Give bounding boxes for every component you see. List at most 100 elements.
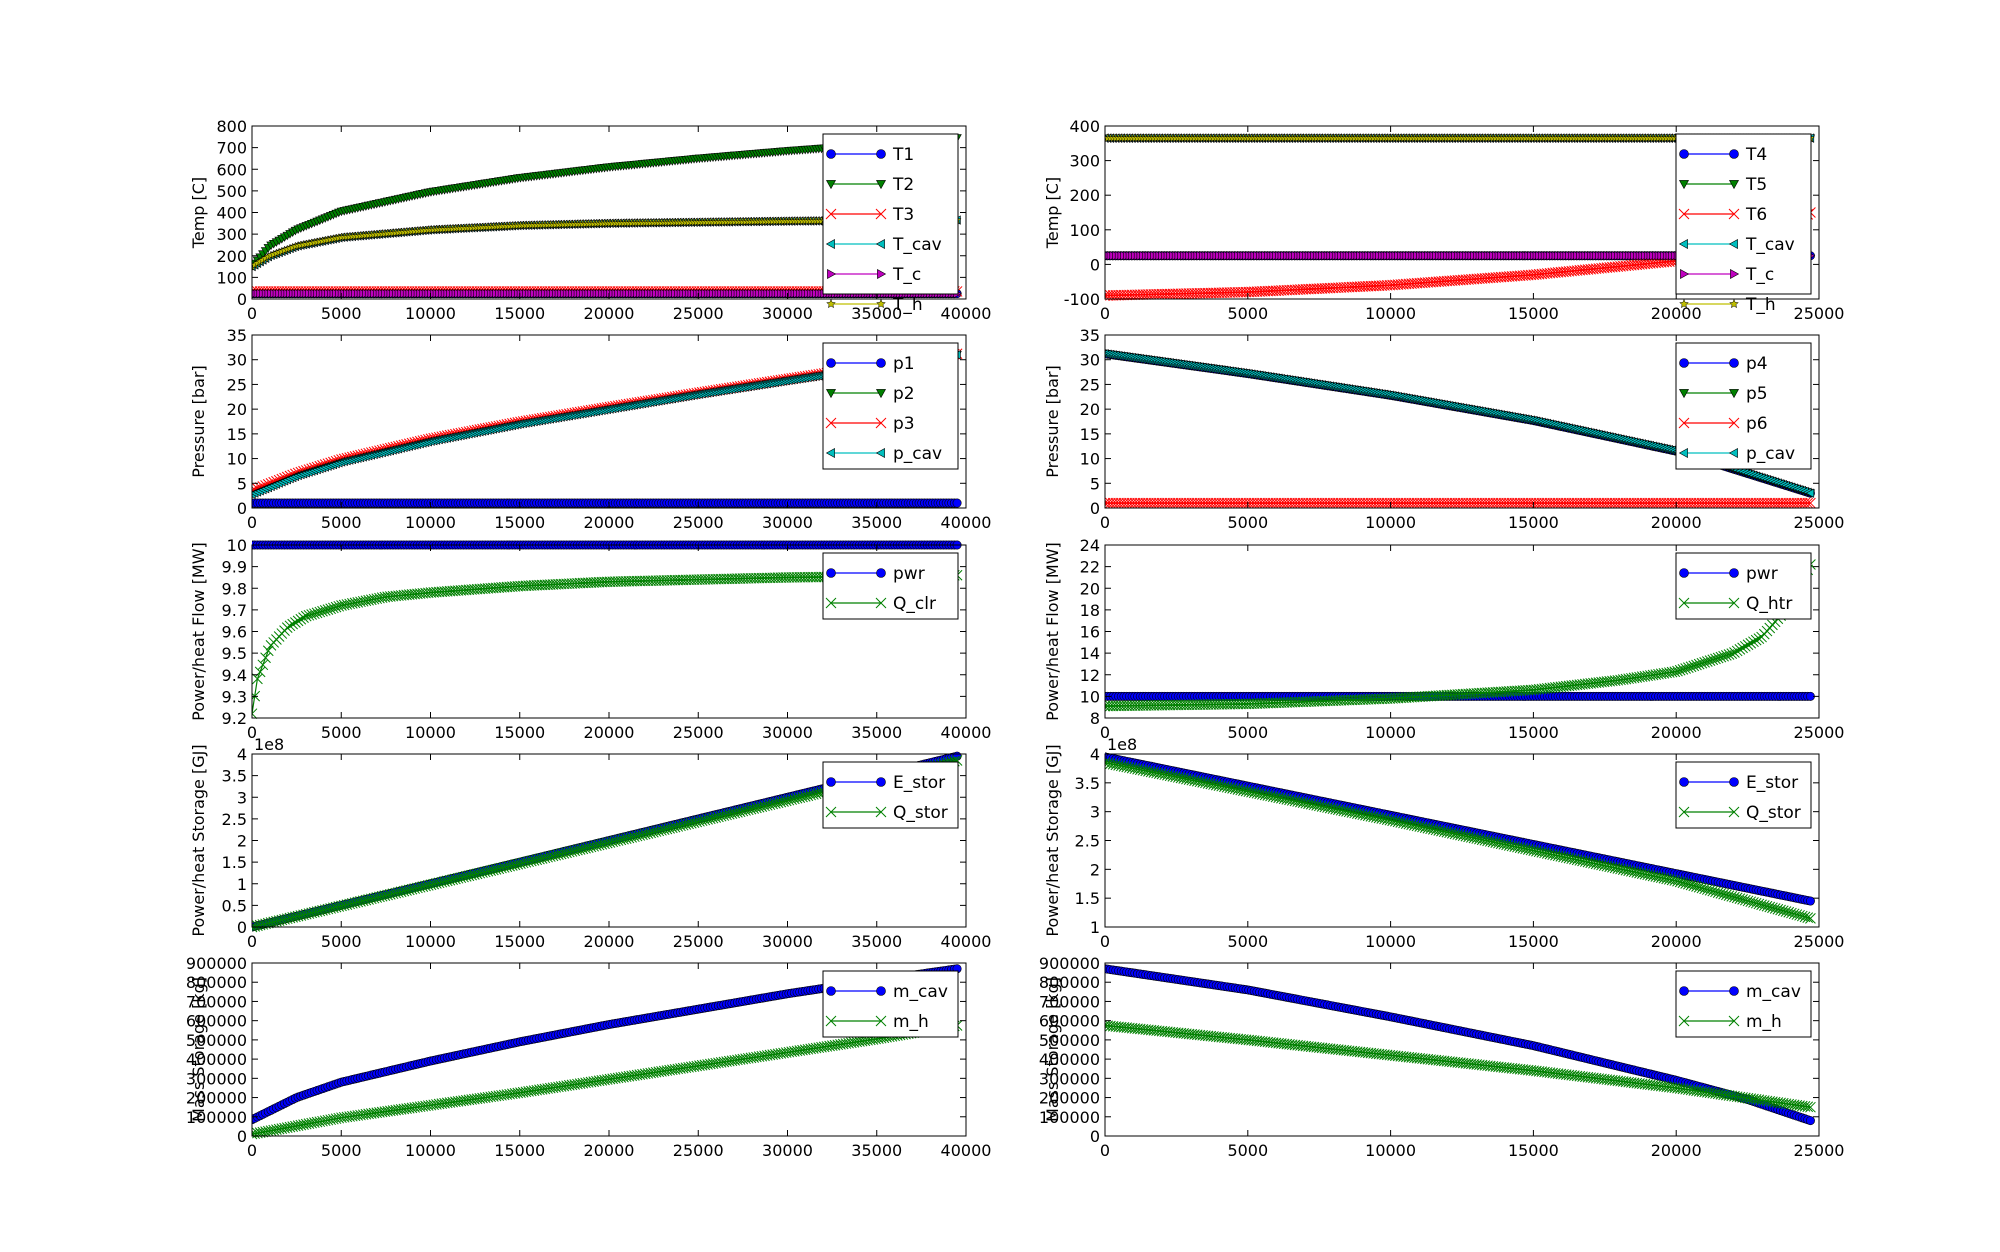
legend-marker xyxy=(875,180,887,190)
y-tick-label: -100 xyxy=(1064,290,1100,309)
legend-marker xyxy=(826,149,836,159)
series-point-T6 xyxy=(1465,273,1477,285)
legend-label: T5 xyxy=(1745,175,1767,195)
series-point-p6 xyxy=(1105,497,1111,509)
x-tick-label: 10000 xyxy=(405,513,456,532)
legend-marker xyxy=(876,298,886,309)
series-point-T6 xyxy=(1368,280,1379,292)
series-point-T6 xyxy=(1267,285,1279,297)
series-point-T6 xyxy=(1145,289,1157,300)
series-point-T6 xyxy=(1471,273,1483,285)
legend-marker xyxy=(1728,180,1740,190)
legend-entry-T_cav: T_cav xyxy=(825,235,942,255)
legend-label: T_h xyxy=(892,295,923,315)
series-point-p6 xyxy=(1105,497,1114,509)
series-point-T6 xyxy=(1327,282,1339,294)
series-point-T6 xyxy=(1213,287,1225,299)
x-tick-label: 35000 xyxy=(851,304,902,323)
series-point-T6 xyxy=(1319,282,1331,294)
legend-marker xyxy=(1730,268,1740,280)
series-point-T6 xyxy=(1167,288,1179,300)
series-point-T6 xyxy=(1330,282,1341,294)
series-point-p6 xyxy=(1143,497,1154,509)
legend-entry-T6: T6 xyxy=(1678,205,1767,225)
series-point-T6 xyxy=(1457,274,1469,286)
y-tick-label: 500 xyxy=(216,182,247,201)
series-point-T6 xyxy=(1278,284,1290,296)
series-point-T6 xyxy=(1219,287,1230,299)
series-point-T6 xyxy=(1189,288,1200,299)
series-point-T6 xyxy=(1389,279,1401,291)
series-point-T6 xyxy=(1294,284,1306,295)
series-point-T6 xyxy=(1172,288,1184,300)
series-point-T6 xyxy=(1436,276,1447,287)
series-point-T6 xyxy=(1303,283,1314,295)
series-point-p6 xyxy=(1115,497,1127,509)
series-point-T6 xyxy=(1248,286,1260,298)
y-axis-label: Temp [C] xyxy=(189,177,208,249)
legend-entry-T_c: T_c xyxy=(1680,265,1774,285)
y-tick-label: 100 xyxy=(1069,221,1100,240)
legend-marker xyxy=(826,358,836,368)
series-point-T6 xyxy=(1153,288,1165,300)
y-tick-label: 700 xyxy=(216,139,247,158)
y-tick-label: 200 xyxy=(1069,186,1100,205)
series-point-T6 xyxy=(1243,286,1255,298)
legend-marker xyxy=(875,238,885,250)
series-point-T6 xyxy=(1449,275,1461,286)
legend-marker xyxy=(825,180,837,190)
legend-marker xyxy=(875,389,887,399)
series-p_cav xyxy=(252,350,961,499)
y-tick-label: 300 xyxy=(1069,152,1100,171)
series-point-T6 xyxy=(1365,280,1377,292)
series-point-T6 xyxy=(1126,289,1138,301)
series-point-T6 xyxy=(1468,273,1480,285)
series-point-T6 xyxy=(1316,283,1328,294)
x-tick-label: 40000 xyxy=(941,513,992,532)
series-point-T6 xyxy=(1400,278,1412,290)
y-tick-label: 5 xyxy=(237,474,247,493)
y-tick-label: 30 xyxy=(227,351,247,370)
chart-panel-3: 0 5000 10000 15000 20000 25000 30000 35000 40000… xyxy=(189,326,991,532)
legend-marker xyxy=(1728,208,1740,220)
series-point-T6 xyxy=(1463,274,1474,285)
series-point-T6 xyxy=(1118,289,1130,301)
legend-label: T_cav xyxy=(892,235,942,255)
series-point-p6 xyxy=(1126,497,1138,509)
x-tick-label: 15000 xyxy=(1508,304,1559,323)
y-axis-label: Temp [C] xyxy=(1043,177,1062,249)
legend-label: T_cav xyxy=(1745,235,1795,255)
legend-entry-T_cav: T_cav xyxy=(1678,235,1795,255)
x-tick-label: 25000 xyxy=(673,304,724,323)
legend-box xyxy=(822,342,959,470)
x-tick-label: 10000 xyxy=(1365,304,1416,323)
x-tick-label: 25000 xyxy=(1794,304,1845,323)
legend-marker xyxy=(1729,149,1739,159)
series-point-p6 xyxy=(1121,497,1133,509)
series-point-T6 xyxy=(1373,280,1385,292)
legend-label: p1 xyxy=(893,354,915,374)
legend-marker xyxy=(827,268,837,280)
legend-entry-T3: T3 xyxy=(825,205,914,225)
series-point-T6 xyxy=(1178,288,1190,299)
series-point-T6 xyxy=(1148,289,1160,300)
series-point-T6 xyxy=(1357,281,1369,292)
series-point-T6 xyxy=(1311,283,1322,295)
chart-panel-1: 0 5000 10000 15000 20000 25000 30000 35000 40000… xyxy=(189,117,991,323)
series-point-T6 xyxy=(1525,269,1537,281)
x-tick-label: 15000 xyxy=(494,513,545,532)
series-point-T6 xyxy=(1381,279,1393,291)
series-point-T6 xyxy=(1487,272,1499,284)
series-point-T6 xyxy=(1493,271,1504,283)
series-point-T6 xyxy=(1151,288,1162,300)
series-point-T6 xyxy=(1490,272,1502,283)
series-point-T6 xyxy=(1406,278,1417,289)
series-point-T6 xyxy=(1422,277,1434,288)
x-tick-label: 5000 xyxy=(1227,304,1268,323)
x-tick-label: 5000 xyxy=(321,304,362,323)
series-point-T6 xyxy=(1362,280,1374,292)
series-point-T6 xyxy=(1376,280,1388,291)
series-point-T6 xyxy=(1360,281,1371,292)
